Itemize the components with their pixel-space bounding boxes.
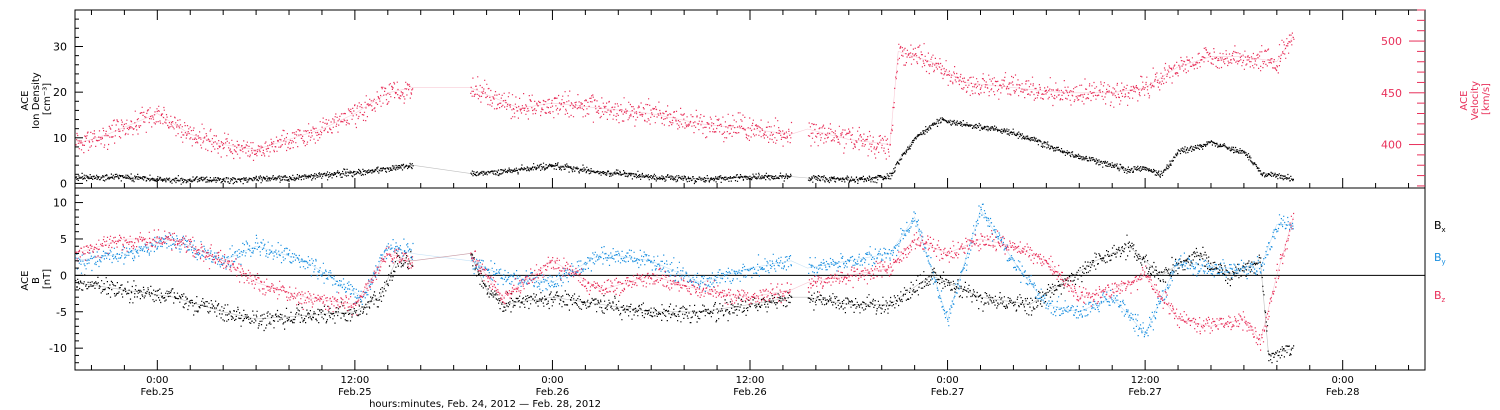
- legend-bz-label: B: [1434, 289, 1442, 302]
- panel-1: 0 10 20 30 400 450 500 ACE Ion Density [cm⁻³]…: [20, 9, 1492, 190]
- b-axis-tick-label: 10: [53, 197, 67, 210]
- time-axis-tick-date: Feb.26: [536, 387, 570, 398]
- density-series-dots: [75, 117, 1294, 185]
- time-axis-tick-time: 12:00: [1131, 375, 1160, 386]
- panel-1-right-ylabel: ACE Velocity [km/s]: [1459, 78, 1492, 120]
- legend-bx-subscript: x: [1442, 226, 1446, 234]
- panel-1-ylabel-line-2: Ion Density: [31, 72, 42, 129]
- time-axis-tick-date: Feb.27: [931, 387, 965, 398]
- time-axis-tick-date: Feb.27: [1128, 387, 1162, 398]
- bz-series-dots: [75, 212, 1295, 351]
- panel-1-right-ylabel-line-2: Velocity: [1470, 81, 1481, 120]
- panel-1-velocity-points: [74, 32, 1295, 161]
- legend-bx: Bx: [1434, 219, 1446, 234]
- density-axis-tick-label: 10: [53, 132, 67, 145]
- velocity-axis-tick-label: 400: [1381, 139, 1402, 152]
- legend-by-label: B: [1434, 251, 1442, 264]
- time-axis-tick-time: 12:00: [340, 375, 369, 386]
- panel-2-points: [74, 203, 1295, 364]
- time-axis-tick-time: 0:00: [936, 375, 958, 386]
- b-axis-tick-label: 0: [60, 269, 67, 282]
- panel-1-right-ylabel-line-1: ACE: [1459, 91, 1470, 111]
- panel-1-ylabel: ACE Ion Density [cm⁻³]: [20, 69, 53, 129]
- legend-bz: Bz: [1434, 289, 1446, 304]
- legend-bz-subscript: z: [1442, 296, 1446, 304]
- legend-by: By: [1434, 251, 1446, 266]
- density-axis-tick-label: 30: [53, 41, 67, 54]
- velocity-axis-tick-label: 450: [1381, 87, 1402, 100]
- velocity-series-dots: [75, 32, 1295, 161]
- panel-1-ylabel-line-1: ACE: [20, 91, 31, 111]
- panel-1-left-ticks: 0 10 20 30: [53, 9, 83, 190]
- panel-1-frame: [74, 9, 1426, 189]
- time-axis-tick-date: Feb.28: [1326, 387, 1360, 398]
- panel-1-ylabel-line-3: [cm⁻³]: [42, 83, 53, 115]
- time-axis-tick-date: Feb.25: [141, 387, 175, 398]
- density-axis-tick-label: 0: [60, 177, 67, 190]
- time-axis-tick-time: 0:00: [1331, 375, 1353, 386]
- time-axis: 0:00Feb.2512:00Feb.250:00Feb.2612:00Feb.…: [90, 10, 1410, 410]
- bz-series-trend: [74, 217, 1294, 342]
- time-axis-tick-time: 12:00: [736, 375, 765, 386]
- velocity-axis-tick-label: 500: [1381, 35, 1402, 48]
- panel-2-frame: [74, 187, 1426, 371]
- legend-by-subscript: y: [1442, 258, 1446, 266]
- b-axis-tick-label: -5: [56, 306, 67, 319]
- time-axis-tick-time: 0:00: [541, 375, 563, 386]
- panel-2-ylabel-line-2: B: [31, 277, 42, 284]
- panel-2-ylabel: ACE B [nT]: [20, 267, 53, 290]
- time-axis-tick-date: Feb.25: [338, 387, 372, 398]
- b-axis-tick-label: -10: [49, 342, 67, 355]
- legend-bx-label: B: [1434, 219, 1442, 232]
- time-axis-tick-time: 0:00: [146, 375, 168, 386]
- density-axis-tick-label: 20: [53, 86, 67, 99]
- panel-1-right-ticks: 400 450 500: [1381, 9, 1425, 187]
- velocity-series-trend: [74, 35, 1294, 151]
- panel-1-right-ylabel-line-3: [km/s]: [1481, 83, 1492, 115]
- time-axis-ticks: 0:00Feb.2512:00Feb.250:00Feb.2612:00Feb.…: [90, 10, 1410, 398]
- panel-2-ylabel-line-1: ACE: [20, 271, 31, 291]
- panel-1-density-points: [75, 117, 1294, 185]
- b-axis-tick-label: 5: [60, 233, 67, 246]
- panel-2-left-ticks: -10 -5 0 5 10: [49, 187, 83, 371]
- by-series-trend: [74, 209, 1294, 335]
- bx-series-trend: [74, 245, 1294, 356]
- panel-2-ylabel-line-3: [nT]: [42, 269, 53, 289]
- by-series-dots: [75, 203, 1294, 338]
- time-axis-tick-date: Feb.26: [733, 387, 767, 398]
- time-axis-label: hours:minutes, Feb. 24, 2012 — Feb. 28, …: [369, 399, 601, 410]
